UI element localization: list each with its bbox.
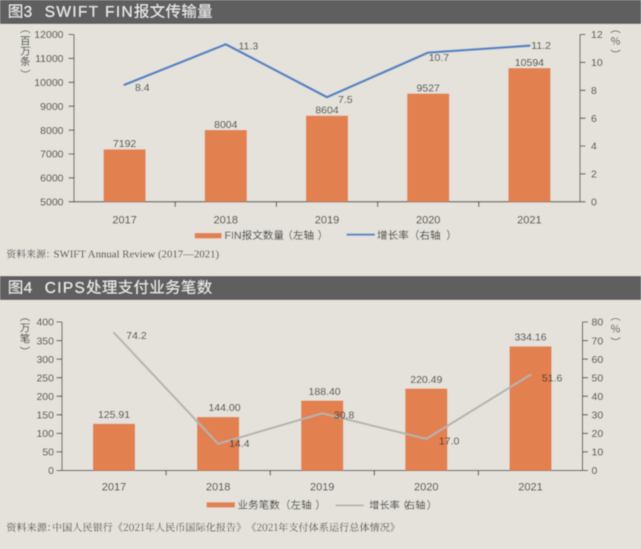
svg-text:70: 70 (592, 335, 604, 347)
svg-text:74.2: 74.2 (126, 330, 147, 342)
svg-text:2020: 2020 (416, 215, 440, 227)
svg-text:8: 8 (591, 85, 597, 97)
svg-text:0: 0 (592, 465, 598, 477)
svg-text:50: 50 (42, 447, 54, 459)
svg-text:17.0: 17.0 (439, 435, 460, 447)
svg-text:10: 10 (592, 447, 604, 459)
svg-text:2020: 2020 (414, 482, 438, 494)
svg-text:250: 250 (36, 372, 54, 384)
svg-text:11000: 11000 (35, 53, 64, 65)
svg-text:10: 10 (591, 57, 603, 69)
svg-text:100: 100 (36, 428, 54, 440)
svg-text:10594: 10594 (515, 57, 544, 69)
svg-text:2021: 2021 (517, 215, 541, 227)
svg-text:4: 4 (591, 141, 597, 153)
svg-text:2018: 2018 (214, 215, 238, 227)
svg-text:350: 350 (36, 335, 54, 347)
svg-text:11.3: 11.3 (239, 41, 259, 53)
svg-text:144.00: 144.00 (208, 402, 240, 414)
svg-text:200: 200 (36, 391, 54, 403)
svg-text:7000: 7000 (40, 149, 64, 161)
svg-text:9000: 9000 (40, 101, 64, 113)
svg-text:8.4: 8.4 (135, 82, 150, 94)
svg-text:30.8: 30.8 (334, 410, 355, 422)
svg-text:400: 400 (36, 317, 54, 329)
svg-text:334.16: 334.16 (514, 332, 546, 344)
svg-text:2017: 2017 (102, 482, 126, 494)
svg-text:40: 40 (592, 391, 604, 403)
svg-text:8000: 8000 (40, 125, 64, 137)
svg-text:2019: 2019 (315, 215, 339, 227)
svg-text:2018: 2018 (206, 482, 230, 494)
svg-text:14.4: 14.4 (229, 438, 250, 450)
svg-text:188.40: 188.40 (309, 386, 341, 398)
svg-text:50: 50 (592, 372, 604, 384)
svg-text:0: 0 (591, 197, 597, 209)
svg-text:10.7: 10.7 (429, 52, 450, 64)
svg-text:7192: 7192 (113, 138, 137, 150)
svg-text:2021: 2021 (518, 482, 542, 494)
svg-text:12000: 12000 (34, 29, 63, 41)
svg-text:80: 80 (592, 317, 604, 329)
svg-text:2017: 2017 (112, 215, 136, 227)
svg-text:51.6: 51.6 (542, 373, 563, 385)
svg-text:0: 0 (48, 465, 54, 477)
svg-text:2: 2 (591, 169, 597, 181)
svg-text:300: 300 (36, 354, 54, 366)
svg-text:220.49: 220.49 (410, 374, 442, 386)
svg-text:7.5: 7.5 (338, 94, 353, 106)
svg-text:20: 20 (592, 428, 604, 440)
svg-text:11.2: 11.2 (531, 40, 551, 52)
svg-text:30: 30 (592, 410, 604, 422)
svg-text:SWIFT Annual Review (2017—2021: SWIFT Annual Review (2017—2021) (54, 249, 220, 261)
svg-text:8004: 8004 (214, 119, 238, 131)
svg-text:8604: 8604 (315, 105, 339, 117)
svg-text:2019: 2019 (310, 482, 334, 494)
svg-text:9527: 9527 (417, 82, 441, 94)
svg-text:60: 60 (592, 354, 604, 366)
svg-text:150: 150 (36, 410, 54, 422)
svg-text:6000: 6000 (40, 173, 64, 185)
svg-text:125.91: 125.91 (98, 409, 130, 421)
svg-text:5000: 5000 (40, 197, 64, 209)
svg-text:6: 6 (591, 113, 597, 125)
svg-text:10000: 10000 (34, 77, 63, 89)
svg-text:12: 12 (591, 29, 603, 41)
